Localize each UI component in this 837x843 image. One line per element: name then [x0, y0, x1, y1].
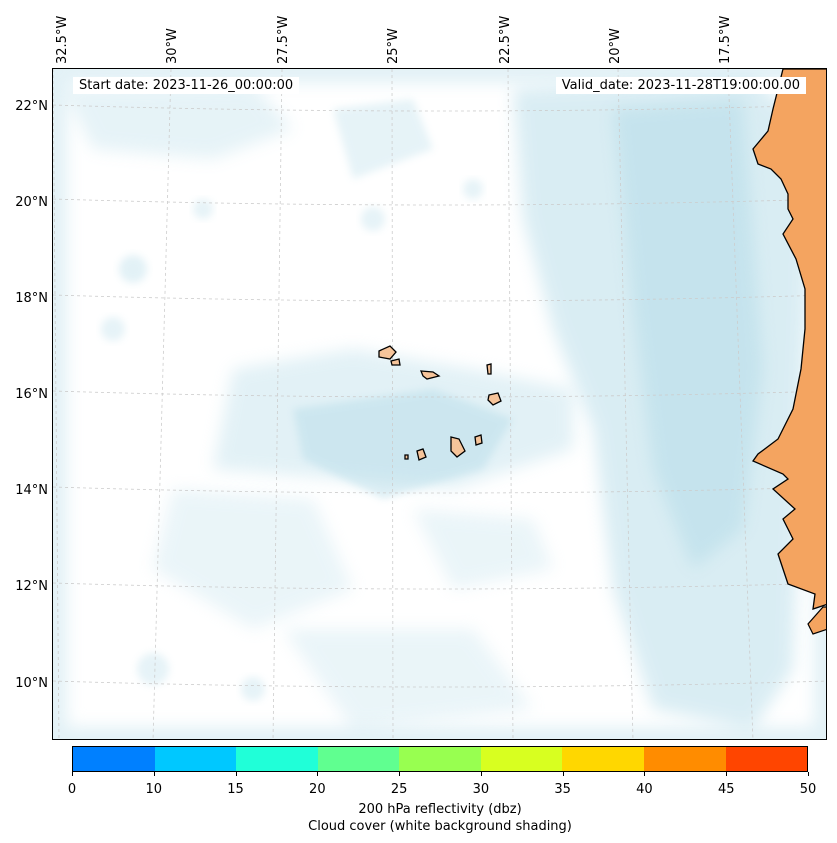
cape-verde-islands	[378, 345, 502, 461]
colorbar-tick-label: 30	[472, 782, 490, 797]
colorbar-segment	[399, 747, 481, 771]
island-santiago	[450, 436, 466, 458]
colorbar-tickmark	[480, 772, 482, 776]
colorbar-tick-label: 50	[799, 782, 817, 797]
lat-label: 12°N	[15, 579, 48, 594]
colorbar-segment	[562, 747, 644, 771]
colorbar-tick-label: 40	[636, 782, 653, 797]
start-date-label: Start date: 2023-11-26_00:00:00	[73, 77, 300, 94]
colorbar-tick-label: 45	[717, 782, 735, 797]
colorbar-segment	[725, 747, 808, 771]
colorbar-segment	[317, 747, 400, 771]
reflectivity-colorbar	[72, 746, 808, 772]
colorbar-tickmark	[808, 772, 809, 776]
valid-date-label: Valid_date: 2023-11-28T19:00:00.00	[555, 77, 806, 94]
lat-label: 10°N	[15, 676, 48, 691]
lon-label: 20°W	[608, 28, 623, 64]
lon-label: 22.5°W	[498, 15, 513, 64]
map-panel: Start date: 2023-11-26_00:00:00 Valid_da…	[52, 68, 827, 740]
lat-label: 18°N	[15, 291, 48, 306]
island-maio	[474, 434, 483, 446]
map-canvas	[53, 69, 826, 739]
colorbar-segment	[154, 747, 237, 771]
lat-label: 16°N	[15, 387, 48, 402]
lon-label: 27.5°W	[276, 15, 291, 64]
lat-label: 20°N	[15, 195, 48, 210]
colorbar-tickmark	[72, 772, 73, 776]
graticule	[53, 69, 826, 739]
colorbar-tickmark	[726, 772, 728, 776]
lon-label: 17.5°W	[718, 15, 733, 64]
island-fogo	[416, 448, 427, 461]
african-coastline	[752, 69, 826, 635]
colorbar-label-line1: 200 hPa reflectivity (dbz)	[358, 802, 522, 817]
colorbar-label-line2: Cloud cover (white background shading)	[308, 819, 572, 834]
lon-label: 32.5°W	[55, 15, 70, 64]
colorbar-tick-label: 10	[145, 782, 163, 797]
colorbar-segment	[73, 747, 155, 771]
colorbar-tick-label: 15	[227, 782, 244, 797]
island-boa-vista	[487, 392, 502, 406]
colorbar-segment	[236, 747, 318, 771]
colorbar-tickmark	[317, 772, 319, 776]
colorbar-tickmark	[153, 772, 155, 776]
island-sao-vicente	[390, 358, 401, 366]
cloud-cover-shading	[53, 69, 826, 739]
island-sal	[486, 363, 492, 375]
colorbar-tick-label: 25	[390, 782, 408, 797]
lat-label: 22°N	[15, 99, 48, 114]
colorbar-tick-label: 35	[554, 782, 571, 797]
lon-label: 30°W	[165, 28, 180, 64]
colorbar-tickmark	[235, 772, 237, 776]
colorbar-segment	[643, 747, 726, 771]
island-brava	[404, 454, 409, 460]
island-santo-antao	[378, 345, 397, 360]
island-sao-nicolau	[420, 370, 441, 380]
colorbar-segment	[480, 747, 563, 771]
lat-label: 14°N	[15, 483, 48, 498]
colorbar-tickmark	[562, 772, 564, 776]
colorbar-tickmark	[644, 772, 646, 776]
lon-label: 25°W	[386, 28, 401, 64]
colorbar-tick-label: 0	[67, 782, 77, 797]
colorbar-tickmark	[399, 772, 401, 776]
colorbar-tick-label: 20	[309, 782, 326, 797]
